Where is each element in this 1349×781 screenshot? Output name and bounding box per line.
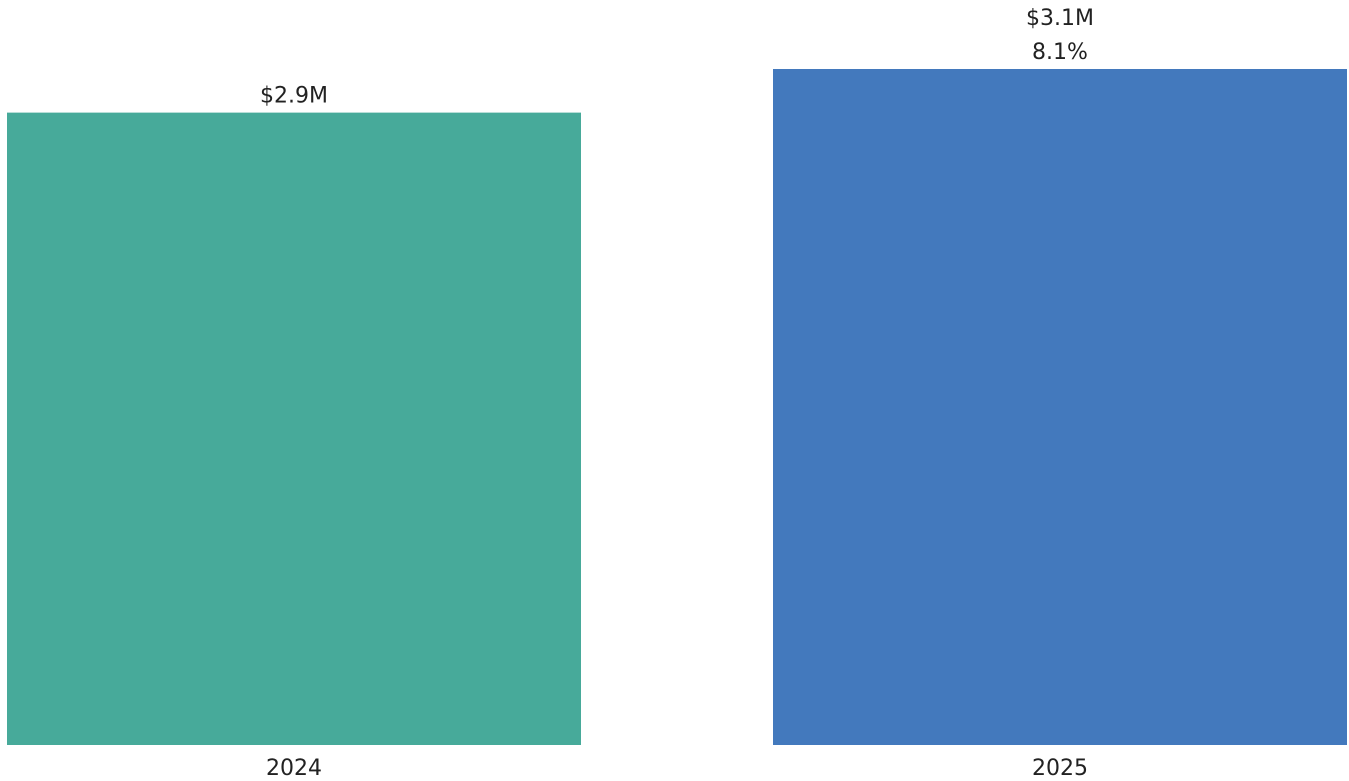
value-label-2024: $2.9M xyxy=(260,84,328,109)
bar-2025 xyxy=(773,69,1347,745)
x-tick-label-2025: 2025 xyxy=(1032,756,1088,781)
value-label-2025: $3.1M xyxy=(1026,6,1094,31)
x-axis-ticks: 2024 2025 xyxy=(266,756,1088,781)
bars-group xyxy=(7,69,1347,745)
bar-2024 xyxy=(7,112,581,745)
x-tick-label-2024: 2024 xyxy=(266,756,322,781)
change-label-2025: 8.1% xyxy=(1032,40,1088,65)
labels-group: $2.9M $3.1M 8.1% xyxy=(260,6,1094,109)
